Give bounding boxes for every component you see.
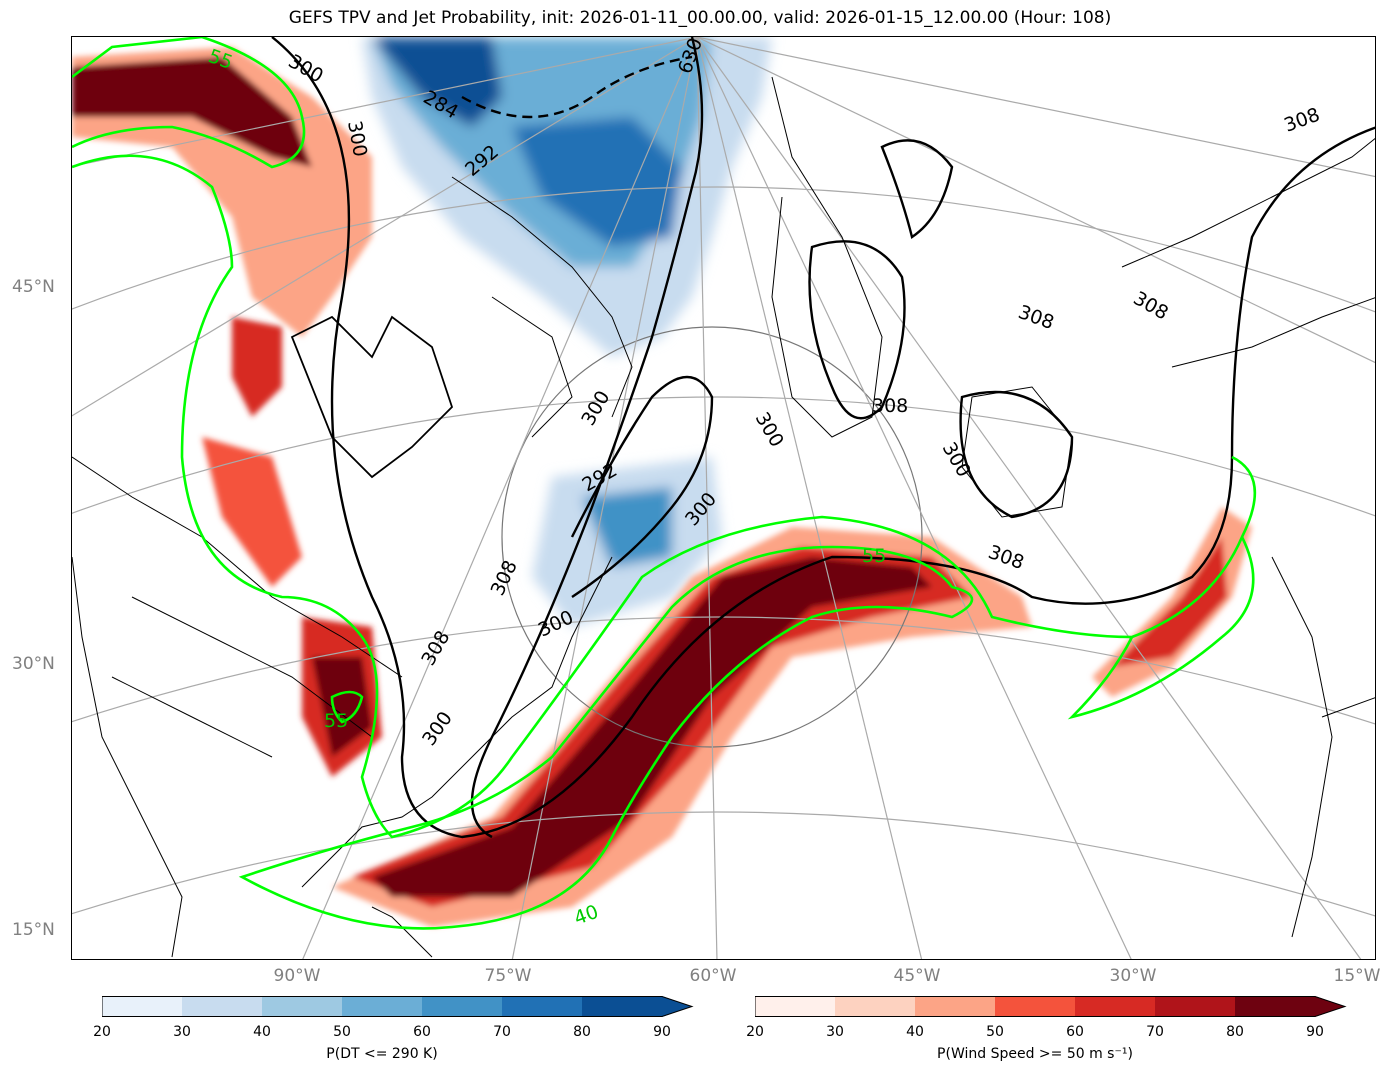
colorbar-tick-label: 30 (173, 1024, 191, 1040)
jet-probability-shading (72, 47, 1252, 927)
colorbar-jet (755, 996, 1347, 1017)
tpv-theta-contours (271, 37, 1375, 839)
colorbar-swatch (342, 996, 422, 1017)
colorbar-swatch (915, 996, 995, 1017)
map-svg: 300 284 300 292 630 308 308 308 308 300 … (72, 37, 1375, 959)
colorbar-swatch (835, 996, 915, 1017)
contour-label: 308 (417, 627, 454, 669)
lat-label: 45°N (12, 277, 55, 297)
lon-label: 15°W (1333, 966, 1381, 986)
colorbar-tick-label: 60 (1066, 1024, 1084, 1040)
contour-label: 308 (1281, 104, 1323, 137)
colorbar-tick-label: 50 (986, 1024, 1004, 1040)
colorbar-tick-label: 20 (93, 1024, 111, 1040)
lon-label: 75°W (484, 966, 532, 986)
colorbar-tick-label: 50 (333, 1024, 351, 1040)
colorbar-jet-label: P(Wind Speed >= 50 m s⁻¹) (937, 1046, 1133, 1062)
contour-label: 308 (872, 395, 908, 417)
map-panel[interactable]: 300 284 300 292 630 308 308 308 308 300 … (71, 36, 1376, 960)
colorbar-tick-label: 40 (253, 1024, 271, 1040)
colorbar-swatch (422, 996, 502, 1017)
jet-contours (72, 37, 1257, 930)
colorbar-swatch (1235, 996, 1345, 1017)
colorbar-swatch (995, 996, 1075, 1017)
graticule (72, 37, 1375, 959)
lat-label: 15°N (12, 920, 55, 940)
contour-label: 300 (577, 387, 614, 429)
colorbar-swatch (182, 996, 262, 1017)
lon-label: 45°W (893, 966, 941, 986)
contour-label: 300 (751, 409, 788, 451)
colorbar-swatch (1155, 996, 1235, 1017)
lon-label: 30°W (1109, 966, 1157, 986)
colorbar-tick-label: 90 (1306, 1024, 1324, 1040)
colorbar-tick-label: 30 (826, 1024, 844, 1040)
jet-contour-label: 55 (862, 545, 886, 567)
colorbar-swatch (755, 996, 835, 1017)
colorbar-tpv-label: P(DT <= 290 K) (326, 1046, 438, 1062)
colorbar-tpv (102, 996, 694, 1017)
colorbar-tick-label: 90 (653, 1024, 671, 1040)
lon-label: 90°W (273, 966, 321, 986)
colorbar-swatch (502, 996, 582, 1017)
colorbar-tick-label: 60 (413, 1024, 431, 1040)
colorbar-tick-label: 40 (906, 1024, 924, 1040)
lon-label: 60°W (689, 966, 737, 986)
figure-title: GEFS TPV and Jet Probability, init: 2026… (288, 8, 1112, 28)
colorbar-swatch (1075, 996, 1155, 1017)
contour-label: 308 (1015, 301, 1057, 334)
lat-label: 30°N (12, 654, 55, 674)
jet-contour-label: 55 (324, 710, 348, 732)
colorbar-swatch (102, 996, 182, 1017)
contour-label: 308 (985, 541, 1027, 574)
colorbar-tick-label: 70 (493, 1024, 511, 1040)
contour-label: 308 (487, 557, 522, 599)
colorbar-swatch (262, 996, 342, 1017)
colorbar-tick-label: 20 (746, 1024, 764, 1040)
contour-label: 300 (418, 708, 457, 750)
colorbar-swatch (582, 996, 692, 1017)
colorbar-tick-label: 70 (1146, 1024, 1164, 1040)
contour-label: 308 (1130, 287, 1172, 324)
jet-contour-label: 40 (571, 901, 601, 930)
colorbar-tick-label: 80 (1226, 1024, 1244, 1040)
tpv-probability-shading (362, 37, 772, 627)
colorbar-tick-label: 80 (573, 1024, 591, 1040)
